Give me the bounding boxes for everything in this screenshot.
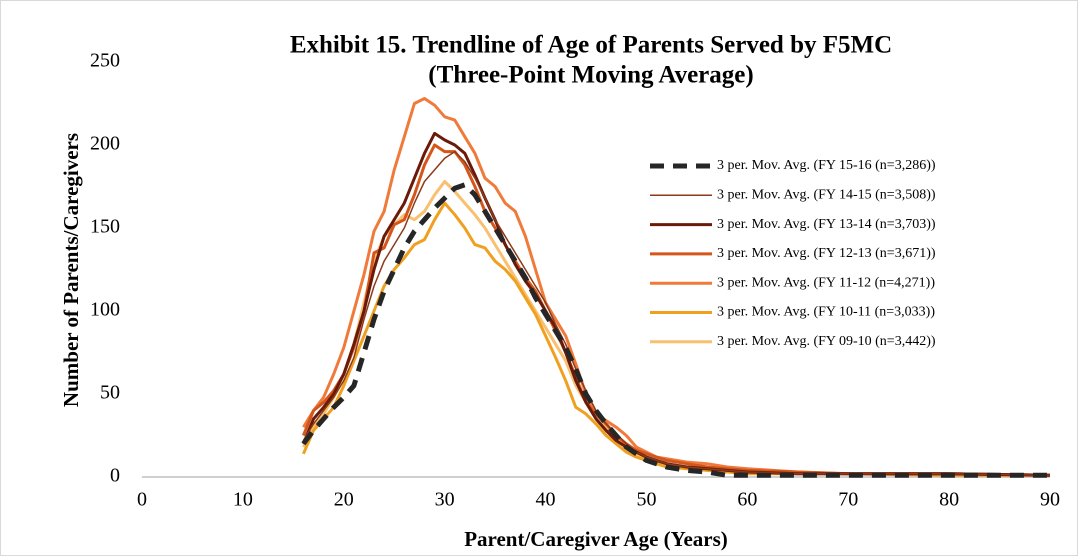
series-line <box>302 97 1051 477</box>
y-tick-label: 0 <box>110 465 120 487</box>
x-tick-label: 50 <box>636 489 656 511</box>
x-tick-label: 90 <box>1040 489 1060 511</box>
legend-label: 3 per. Mov. Avg. (FY 10-11 (n=3,033)) <box>717 305 935 320</box>
y-tick-label: 150 <box>90 216 120 238</box>
x-tick-label: 10 <box>233 489 253 511</box>
legend-label: 3 per. Mov. Avg. (FY 11-12 (n=4,271)) <box>717 275 935 290</box>
series-line <box>302 150 1051 477</box>
legend-label: 3 per. Mov. Avg. (FY 12-13 (n=3,671)) <box>717 246 936 261</box>
x-tick-label: 0 <box>137 489 147 511</box>
x-tick-label: 40 <box>536 489 556 511</box>
y-tick-label: 200 <box>90 133 120 155</box>
y-tick-label: 250 <box>90 50 120 72</box>
y-axis-title: Number of Parents/Caregivers <box>59 133 83 407</box>
x-tick-label: 80 <box>939 489 959 511</box>
x-axis-title: Parent/Caregiver Age (Years) <box>464 527 728 551</box>
x-tick-label: 30 <box>435 489 455 511</box>
x-tick-label: 70 <box>838 489 858 511</box>
chart-title: Exhibit 15. Trendline of Age of Parents … <box>290 32 892 59</box>
x-tick-label: 20 <box>334 489 354 511</box>
legend-label: 3 per. Mov. Avg. (FY 09-10 (n=3,442)) <box>717 334 936 349</box>
y-tick-label: 100 <box>90 299 120 321</box>
legend-label: 3 per. Mov. Avg. (FY 13-14 (n=3,703)) <box>717 217 936 232</box>
y-tick-label: 50 <box>100 382 120 404</box>
chart-subtitle: (Three-Point Moving Average) <box>428 62 753 89</box>
x-tick-label: 60 <box>737 489 757 511</box>
legend-label: 3 per. Mov. Avg. (FY 15-16 (n=3,286)) <box>717 158 936 173</box>
legend-label: 3 per. Mov. Avg. (FY 14-15 (n=3,508)) <box>717 188 936 203</box>
series-line <box>301 182 1050 478</box>
